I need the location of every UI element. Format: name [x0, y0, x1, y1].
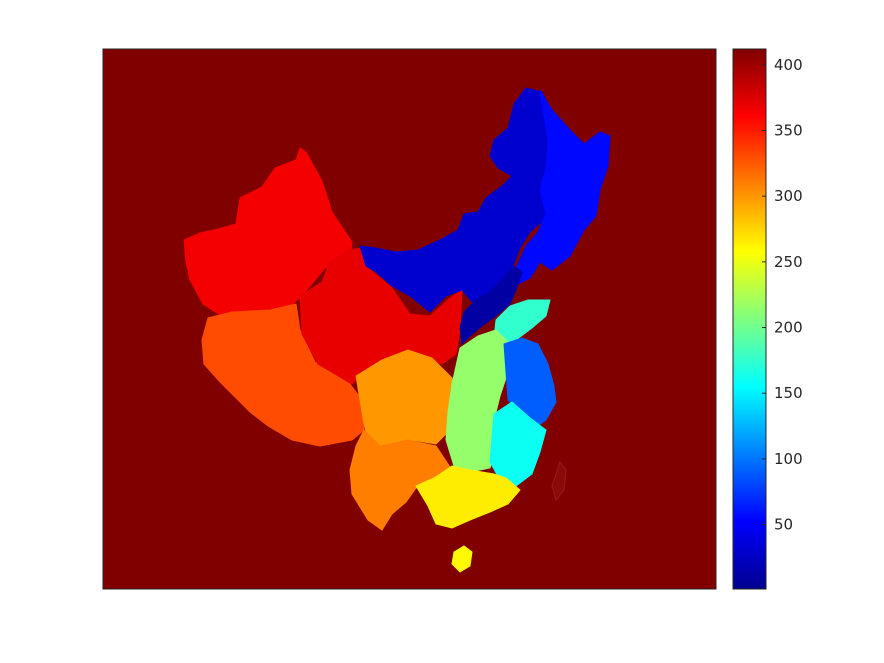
region-fujian-jiangxi: [489, 401, 547, 487]
colorbar-tick-label: 350: [774, 121, 803, 139]
colorbar-tick-label: 100: [774, 450, 803, 468]
region-north-china-plain: [459, 265, 523, 346]
region-tibet: [201, 303, 365, 447]
region-xinjiang: [183, 147, 353, 317]
region-northeast: [513, 89, 611, 287]
region-guangdong-guangxi: [415, 465, 521, 529]
region-hainan: [451, 545, 473, 573]
colorbar-ticks: 50 100 150 200 250 300 350 400: [762, 56, 803, 534]
colorbar-tick-label: 300: [774, 187, 803, 205]
colorbar-tick-label: 250: [774, 253, 803, 271]
region-yunnan-guizhou: [349, 429, 453, 531]
colorbar: 50 100 150 200 250 300 350 400: [732, 48, 803, 590]
colorbar-gradient: [732, 48, 767, 590]
colorbar-tick-label: 400: [774, 56, 803, 74]
region-taiwan: [551, 460, 567, 502]
colorbar-tick-label: 200: [774, 319, 803, 337]
china-map: [183, 87, 611, 573]
colorbar-tick-label: 50: [774, 516, 793, 534]
map-axes: [102, 48, 717, 590]
colorbar-tick-label: 150: [774, 384, 803, 402]
